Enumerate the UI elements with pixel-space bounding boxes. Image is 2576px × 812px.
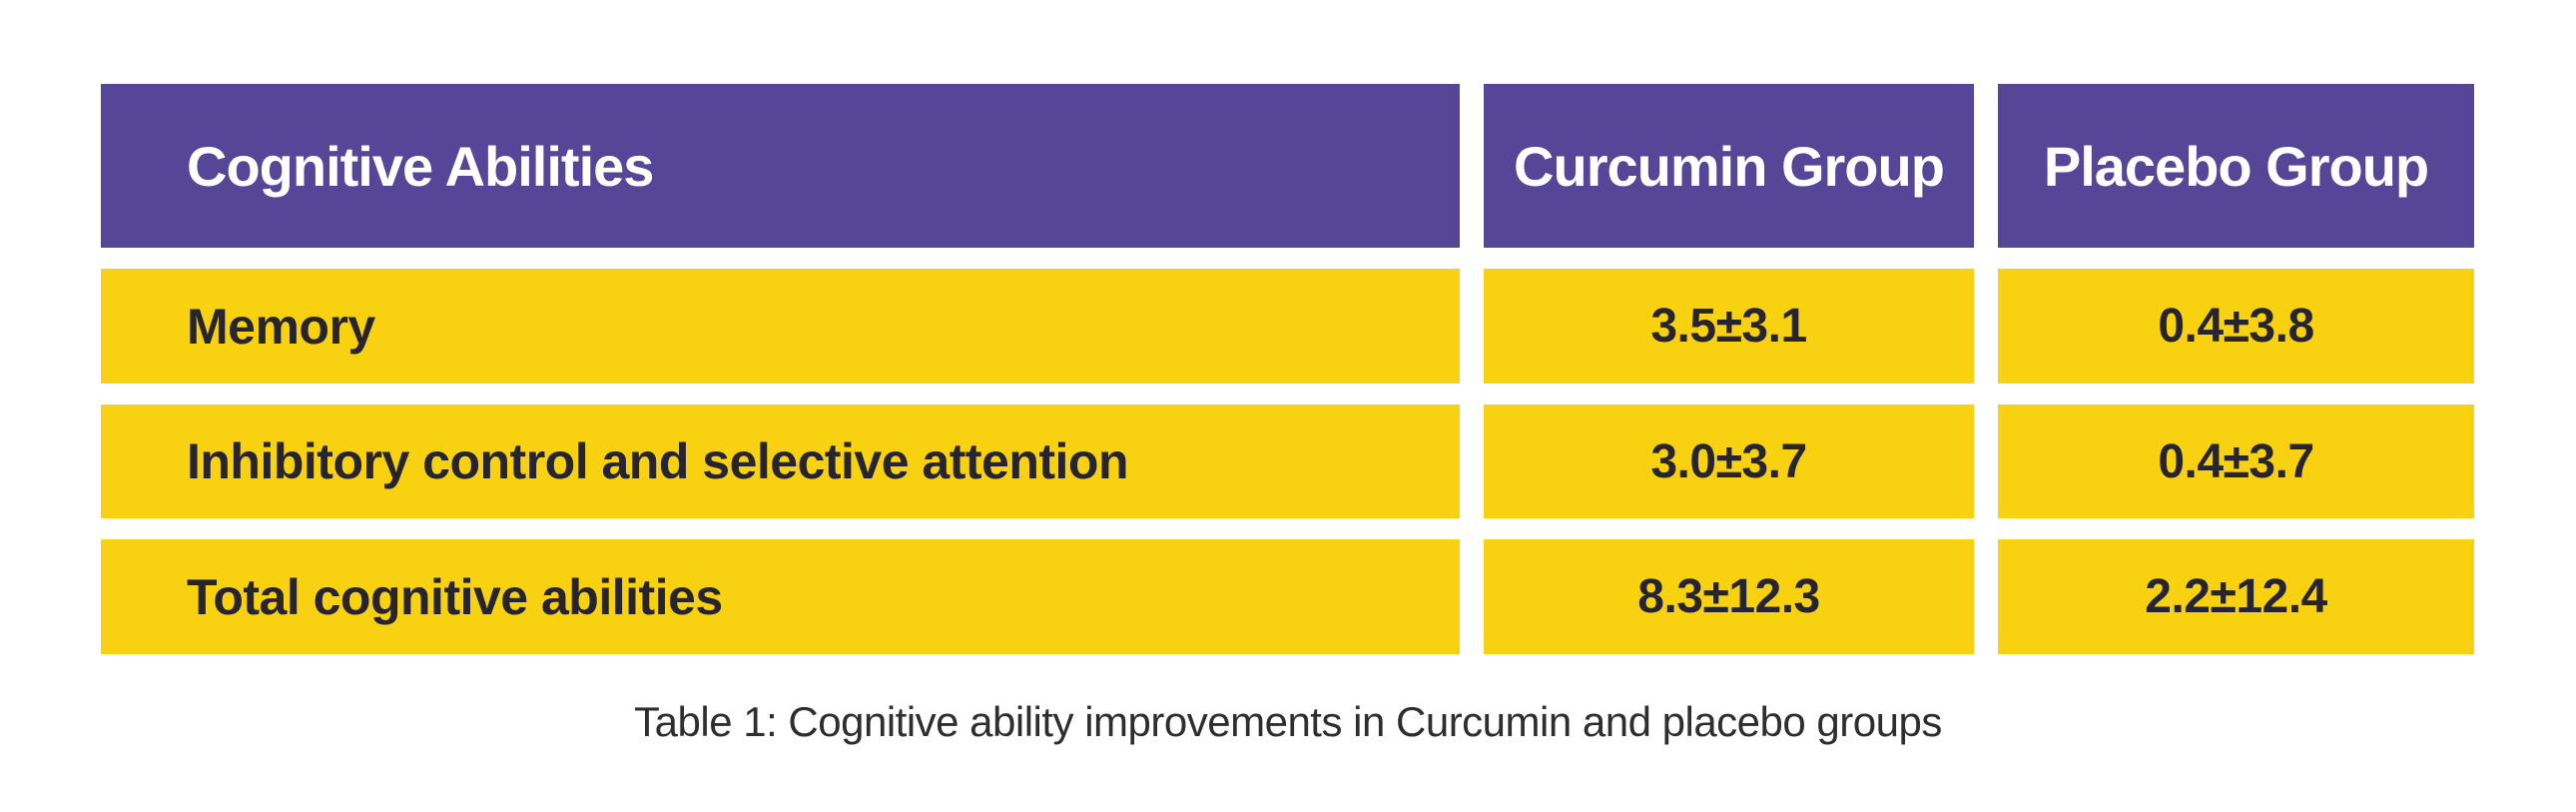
- inhibitory-control-placebo-value: 0.4±3.7: [1998, 405, 2474, 518]
- inhibitory-control-curcumin-value: 3.0±3.7: [1484, 405, 1974, 518]
- total-cognitive-placebo-value: 2.2±12.4: [1998, 539, 2474, 654]
- total-cognitive-curcumin-value: 8.3±12.3: [1484, 539, 1974, 654]
- row-label-total-cognitive-abilities: Total cognitive abilities: [101, 539, 1460, 654]
- memory-curcumin-value: 3.5±3.1: [1484, 269, 1974, 384]
- row-label-inhibitory-control: Inhibitory control and selective attenti…: [101, 405, 1460, 518]
- cognitive-abilities-table: Cognitive Abilities Curcumin Group Place…: [101, 84, 2474, 654]
- table-caption: Table 1: Cognitive ability improvements …: [634, 698, 1942, 745]
- column-header-curcumin-group: Curcumin Group: [1484, 84, 1974, 248]
- column-header-cognitive-abilities: Cognitive Abilities: [101, 84, 1460, 248]
- row-label-memory: Memory: [101, 269, 1460, 384]
- memory-placebo-value: 0.4±3.8: [1998, 269, 2474, 384]
- column-header-placebo-group: Placebo Group: [1998, 84, 2474, 248]
